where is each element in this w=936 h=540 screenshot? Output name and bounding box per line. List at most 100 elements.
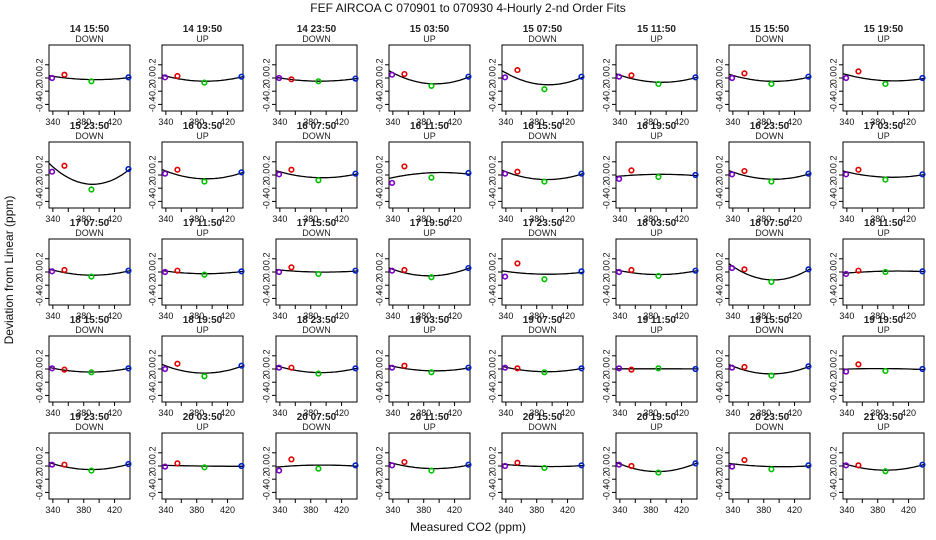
y-tick-label: 0.0	[374, 363, 384, 376]
panel-title: 21 03:50	[864, 412, 904, 423]
y-tick-label: -0.2	[147, 471, 157, 487]
panel-title: 20 07:50	[297, 412, 337, 423]
x-tick-label: 420	[901, 311, 916, 321]
data-point	[578, 365, 585, 372]
x-tick-label: 380	[529, 311, 544, 321]
panel-direction: UP	[423, 228, 436, 238]
panel-title: 15 23:50	[70, 121, 110, 132]
y-tick-label: -0.4	[828, 97, 838, 113]
y-tick-label: -0.2	[261, 471, 271, 487]
data-point	[401, 70, 408, 78]
x-tick-label: 340	[498, 214, 513, 224]
panel-direction: UP	[650, 131, 663, 141]
x-tick-label: 340	[45, 408, 60, 418]
y-tick-label: 0.2	[487, 253, 497, 266]
data-point	[768, 80, 775, 88]
panel-title: 15 07:50	[523, 24, 563, 35]
data-point	[288, 264, 295, 271]
panel-title: 16 23:50	[750, 121, 790, 132]
panel-frame	[48, 141, 131, 209]
panel-direction: UP	[423, 422, 436, 432]
data-point	[615, 175, 623, 183]
data-point	[238, 73, 245, 80]
panel-direction: DOWN	[75, 325, 104, 335]
fit-curve	[388, 171, 471, 180]
data-point	[692, 365, 699, 373]
panel-direction: DOWN	[75, 422, 104, 432]
y-tick-label: -0.4	[601, 291, 611, 307]
x-tick-label: 340	[839, 214, 854, 224]
x-tick-label: 420	[334, 117, 349, 127]
y-tick-label: 0.0	[714, 169, 724, 182]
x-tick-label: 380	[756, 117, 771, 127]
y-tick-label: 0.0	[34, 72, 44, 85]
panel-direction: UP	[650, 228, 663, 238]
x-tick-label: 420	[560, 214, 575, 224]
data-point	[578, 170, 585, 177]
fit-curve	[501, 169, 584, 181]
x-tick-label: 340	[45, 311, 60, 321]
y-tick-label: -0.4	[601, 194, 611, 210]
x-tick-label: 380	[756, 408, 771, 418]
y-tick-label: -0.2	[374, 277, 384, 293]
data-point	[628, 266, 635, 274]
y-tick-label: 0.2	[714, 156, 724, 169]
data-point	[201, 178, 208, 185]
data-point	[401, 266, 408, 274]
x-tick-label: 340	[498, 117, 513, 127]
data-point	[578, 73, 585, 80]
data-point	[741, 167, 748, 175]
x-tick-label: 420	[901, 505, 916, 515]
panel-direction: UP	[196, 325, 209, 335]
x-tick-label: 420	[334, 214, 349, 224]
x-tick-label: 420	[107, 505, 122, 515]
data-point	[842, 74, 850, 82]
y-tick-label: 0.2	[261, 447, 271, 460]
panel-frame	[388, 432, 471, 500]
fit-curve	[501, 70, 584, 86]
fit-curve	[842, 170, 925, 178]
x-tick-label: 380	[416, 408, 431, 418]
panel-direction: UP	[423, 34, 436, 44]
data-point	[465, 73, 472, 80]
data-point	[465, 169, 472, 177]
x-tick-label: 340	[612, 214, 627, 224]
y-tick-label: 0.0	[147, 266, 157, 279]
y-tick-label: -0.4	[147, 388, 157, 404]
y-tick-label: 0.0	[714, 72, 724, 85]
data-point	[741, 70, 748, 77]
x-tick-label: 380	[303, 408, 318, 418]
panel-direction: UP	[196, 422, 209, 432]
y-tick-label: -0.4	[374, 97, 384, 113]
y-tick-label: -0.4	[34, 194, 44, 210]
data-point	[315, 177, 322, 184]
panel-title: 15 15:50	[750, 24, 790, 35]
fit-curve	[728, 73, 811, 82]
panel-frame	[501, 44, 584, 112]
data-point	[514, 66, 521, 74]
y-tick-label: -0.2	[601, 180, 611, 196]
x-tick-label: 380	[756, 505, 771, 515]
x-tick-label: 420	[787, 311, 802, 321]
x-tick-label: 380	[76, 311, 91, 321]
data-point	[288, 76, 295, 83]
fit-curve	[842, 73, 925, 82]
panel-direction: DOWN	[302, 228, 331, 238]
y-tick-label: 0.0	[487, 169, 497, 182]
data-point	[842, 171, 850, 178]
y-tick-label: -0.2	[374, 83, 384, 99]
y-tick-label: 0.2	[34, 253, 44, 266]
panel-direction: UP	[877, 34, 890, 44]
data-point	[728, 463, 736, 470]
y-tick-label: 0.0	[374, 460, 384, 473]
data-point	[501, 170, 509, 177]
panel-direction: UP	[877, 325, 890, 335]
y-tick-label: -0.4	[828, 485, 838, 501]
